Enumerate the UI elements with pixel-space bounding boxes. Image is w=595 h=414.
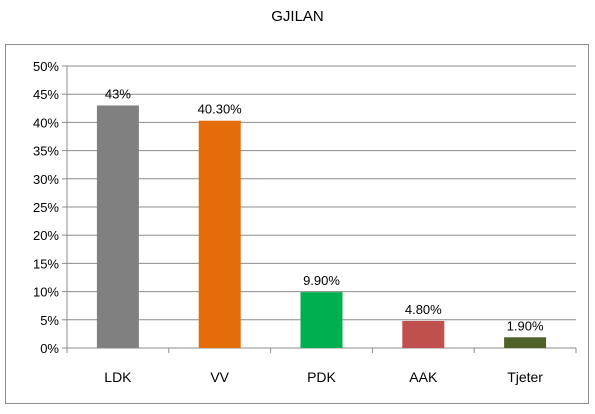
y-tick-label: 20% — [33, 228, 59, 243]
chart-frame — [5, 44, 589, 404]
bar-ldk — [96, 105, 139, 348]
data-label: 4.80% — [405, 302, 442, 317]
y-tick-label: 45% — [33, 87, 59, 102]
y-tick-label: 5% — [40, 313, 59, 328]
data-label: 9.90% — [303, 273, 340, 288]
y-tick-label: 0% — [40, 341, 59, 356]
y-tick-label: 50% — [33, 59, 59, 74]
y-tick-label: 25% — [33, 200, 59, 215]
y-tick-label: 10% — [33, 285, 59, 300]
bar-vv — [198, 120, 241, 348]
data-label: 43% — [105, 86, 131, 101]
y-tick-label: 35% — [33, 144, 59, 159]
bars — [96, 105, 547, 348]
labels: 0% 5% 10% 15% 20% 25% 30% 35% 40% 45% 50% 43% LDK 40.… — [33, 59, 544, 385]
data-label: 40.30% — [198, 102, 243, 117]
bar-pdk — [300, 292, 343, 348]
bar-tjeter — [504, 337, 547, 348]
y-tick-label: 30% — [33, 172, 59, 187]
y-tick-label: 40% — [33, 115, 59, 130]
chart-title: GJILAN — [271, 8, 324, 25]
gridlines — [67, 65, 576, 321]
x-tick-label: LDK — [104, 369, 132, 385]
x-tick-label: AAK — [409, 369, 438, 385]
y-tick-label: 15% — [33, 256, 59, 271]
x-tick-label: VV — [210, 369, 229, 385]
data-label: 1.90% — [507, 318, 544, 333]
bar-aak — [402, 320, 445, 348]
x-tick-label: PDK — [307, 369, 336, 385]
x-tick-label: Tjeter — [507, 369, 543, 385]
